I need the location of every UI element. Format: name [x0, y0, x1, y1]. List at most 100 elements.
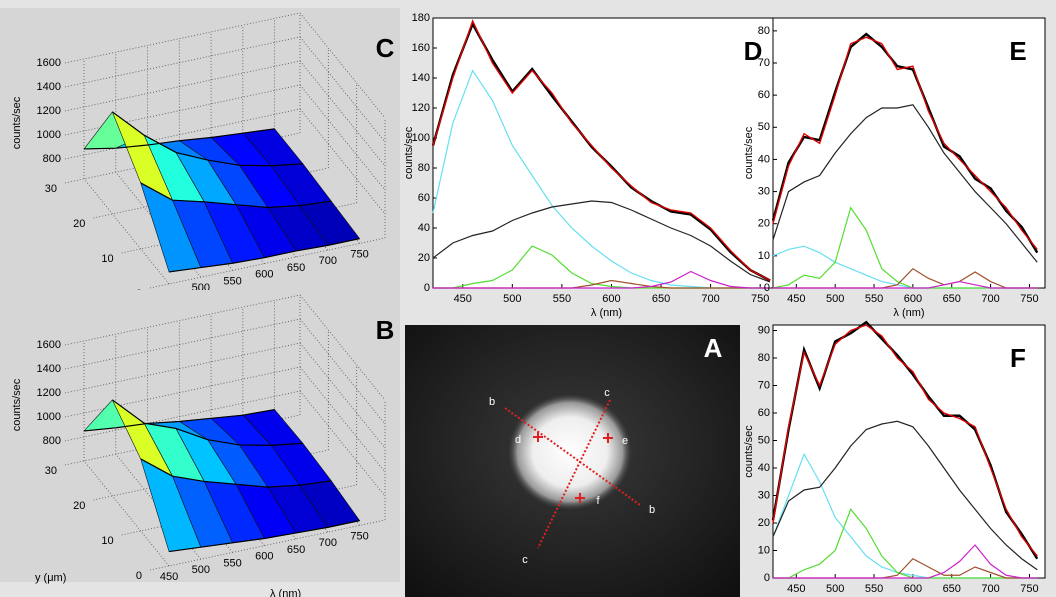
x-tick-label: 550 [865, 583, 883, 595]
y-tick-label: 10 [101, 535, 113, 547]
y-tick-label: 30 [758, 489, 770, 501]
grid-line [64, 342, 301, 394]
y-axis-label: counts/sec [743, 126, 755, 179]
marker [603, 433, 613, 443]
panel-label: F [1010, 343, 1026, 373]
panel-label: B [376, 315, 395, 345]
annotation: b [649, 504, 655, 516]
mesh-line [112, 399, 303, 446]
series-line [772, 36, 1038, 250]
annotation: d [515, 434, 521, 446]
series-line [772, 420, 1038, 571]
x-tick-label: 500 [192, 564, 210, 576]
x-tick-label: 550 [223, 275, 241, 287]
series-line [432, 200, 771, 283]
y-tick-label: 10 [758, 544, 770, 556]
x-tick-label: 500 [826, 293, 844, 305]
series-line [432, 19, 771, 282]
z-tick-label: 800 [43, 153, 61, 165]
x-tick-label: 600 [904, 293, 922, 305]
mesh-line [83, 409, 275, 432]
y-tick-label: 80 [758, 25, 770, 37]
x-tick-label: 700 [319, 537, 337, 549]
grid-line [64, 60, 301, 112]
y-tick-label: 40 [758, 462, 770, 474]
y-tick-label: 20 [418, 252, 430, 264]
particle [508, 394, 632, 510]
y-axis-label: counts/sec [403, 126, 415, 179]
y-axis-label: counts/sec [743, 425, 755, 478]
y-tick-label: 140 [412, 72, 430, 84]
y-tick-label: 20 [73, 500, 85, 512]
x-tick-label: 500 [826, 583, 844, 595]
x-tick-label: 700 [701, 293, 719, 305]
grid-line [64, 12, 301, 64]
y-tick-label: 70 [758, 379, 770, 391]
z-tick-label: 1400 [37, 81, 61, 93]
mesh-line [112, 111, 303, 167]
z-tick-label: 1600 [37, 57, 61, 69]
y-tick-label: 30 [758, 185, 770, 197]
y-tick-label: 60 [758, 407, 770, 419]
grid-line [64, 36, 301, 88]
series-line [773, 280, 1038, 289]
x-tick-label: 500 [503, 293, 521, 305]
x-tick-label: 600 [904, 583, 922, 595]
y-tick-label: 30 [45, 183, 57, 195]
grid-line [64, 294, 301, 346]
z-tick-label: 1600 [37, 339, 61, 351]
panel-label: C [376, 33, 395, 63]
y-tick-label: 0 [424, 282, 430, 294]
x-tick-label: 450 [787, 293, 805, 305]
grid-line [64, 108, 301, 160]
x-tick-label: 700 [981, 583, 999, 595]
y-tick-label: 10 [758, 250, 770, 262]
x-tick-label: 450 [454, 293, 472, 305]
z-axis-label: counts/sec [11, 96, 23, 149]
y-tick-label: 60 [758, 89, 770, 101]
x-tick-label: 750 [1020, 293, 1038, 305]
x-tick-label: 750 [350, 530, 368, 542]
grid-line [149, 519, 386, 571]
annotation: c [604, 387, 610, 399]
grid-line [64, 366, 301, 418]
y-tick-label: 20 [758, 218, 770, 230]
annotation: c [522, 554, 528, 566]
x-tick-label: 700 [319, 255, 337, 267]
y-tick-label: 30 [45, 465, 57, 477]
y-tick-label: 10 [101, 253, 113, 265]
series-line [773, 508, 1038, 579]
plot-area [772, 324, 1046, 579]
y-tick-label: 180 [412, 12, 430, 24]
y-tick-label: 50 [758, 434, 770, 446]
x-tick-label: 450 [160, 571, 178, 583]
annotation: e [622, 435, 628, 447]
y-tick-label: 20 [758, 517, 770, 529]
grid-line [64, 84, 301, 136]
x-tick-label: 750 [350, 248, 368, 260]
marker [575, 493, 585, 503]
x-tick-label: 650 [652, 293, 670, 305]
y-tick-label: 160 [412, 42, 430, 54]
z-tick-label: 1400 [37, 363, 61, 375]
panel-label: A [704, 333, 723, 363]
z-tick-label: 1000 [37, 129, 61, 141]
y-tick-label: 120 [412, 102, 430, 114]
x-axis-label: λ (nm) [893, 307, 924, 319]
mesh-line [140, 458, 332, 488]
annotation: f [596, 495, 600, 507]
y-axis-label: y (μm) [35, 572, 66, 584]
y-tick-label: 80 [758, 352, 770, 364]
plot-area [772, 17, 1046, 289]
x-tick-label: 600 [255, 551, 273, 563]
y-tick-label: 20 [73, 218, 85, 230]
x-tick-label: 700 [981, 293, 999, 305]
z-tick-label: 1200 [37, 105, 61, 117]
panel-label: E [1009, 36, 1026, 66]
series-line [772, 324, 1038, 557]
mesh-line [140, 182, 332, 209]
mesh-line [168, 238, 360, 273]
x-tick-label: 750 [751, 293, 769, 305]
y-tick-label: 70 [758, 57, 770, 69]
marker [533, 432, 543, 442]
